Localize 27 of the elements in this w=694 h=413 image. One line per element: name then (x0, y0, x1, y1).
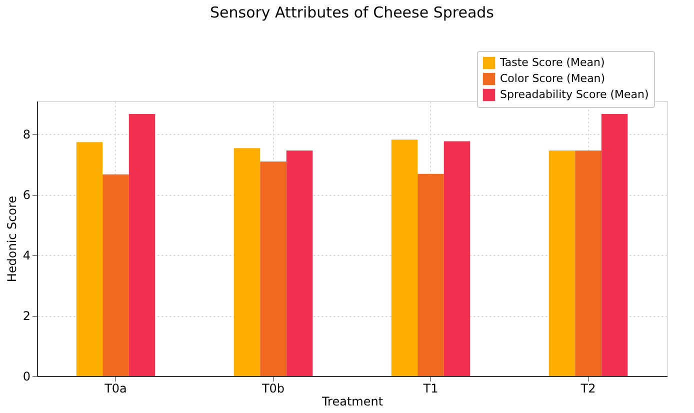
y-tick-label: 8 (22, 128, 30, 142)
bar (286, 150, 313, 376)
bar (76, 142, 103, 376)
legend-label: Spreadability Score (Mean) (500, 88, 649, 101)
x-tick-label: T2 (580, 382, 596, 396)
bar (102, 174, 129, 376)
legend-label: Taste Score (Mean) (499, 56, 605, 69)
bar (234, 148, 260, 376)
bar (391, 140, 418, 376)
bar (260, 161, 286, 376)
legend-label: Color Score (Mean) (500, 72, 606, 85)
chart-title: Sensory Attributes of Cheese Spreads (210, 4, 494, 22)
bar (601, 114, 628, 376)
bar (575, 150, 602, 376)
y-tick-label: 4 (22, 248, 30, 263)
bar (444, 141, 470, 376)
y-tick-label: 6 (22, 188, 30, 202)
bar (128, 114, 156, 376)
x-tick-label: T0b (260, 382, 285, 396)
y-tick-label: 0 (22, 370, 30, 384)
y-tick-label: 2 (22, 309, 30, 324)
bar (548, 150, 576, 376)
x-tick-label: T1 (422, 382, 438, 396)
x-axis-title: Treatment (320, 394, 384, 408)
x-tick-label: T0a (104, 382, 127, 396)
bar (418, 174, 444, 376)
y-axis-title: Hedonic Score (4, 196, 19, 282)
